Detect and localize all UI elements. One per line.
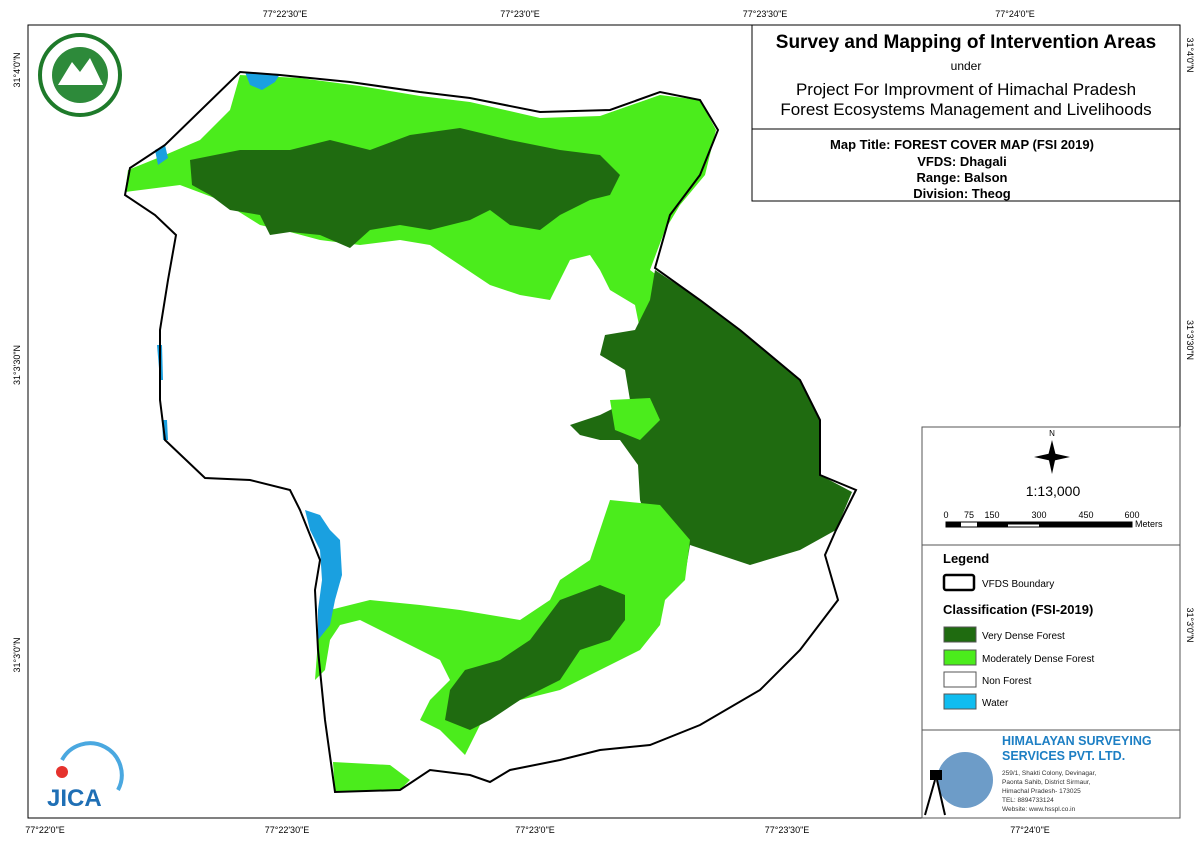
very-dense-forest xyxy=(570,270,852,575)
left-tick: 31°3'30"N xyxy=(12,345,22,385)
company-globe xyxy=(937,752,993,808)
under: under xyxy=(951,59,982,73)
legend-label: VFDS Boundary xyxy=(982,579,1054,590)
right-tick: 31°4'0"N xyxy=(1185,37,1195,72)
scale-segment xyxy=(977,522,1008,527)
bottom-tick: 77°23'0"E xyxy=(515,825,555,835)
legend-swatch xyxy=(943,671,977,688)
logo-mountains xyxy=(58,58,103,85)
legend-label: Non Forest xyxy=(982,676,1032,687)
right-tick: 31°3'0"N xyxy=(1185,607,1195,642)
map-frame xyxy=(27,24,1181,819)
info-box xyxy=(751,128,1181,202)
scale-label: 0 xyxy=(943,510,948,520)
company-address: Himachal Pradesh- 173025 xyxy=(1002,788,1081,795)
left-tick: 31°3'0"N xyxy=(12,637,22,672)
scale-label: 300 xyxy=(1031,510,1046,520)
very-dense-forest xyxy=(190,128,620,248)
forest-cover xyxy=(125,75,852,792)
instrument xyxy=(930,770,942,780)
bottom-tick: 77°23'30"E xyxy=(765,825,810,835)
scale-segment xyxy=(1008,522,1039,525)
moderately-dense-forest xyxy=(333,762,410,792)
right-tick: 31°3'30"N xyxy=(1185,320,1195,360)
project-line: Forest Ecosystems Management and Livelih… xyxy=(780,100,1151,119)
coordinate-ticks: 77°22'30"E 77°23'0"E 77°23'30"E 77°24'0"… xyxy=(12,9,1195,835)
tripod-leg xyxy=(924,779,936,816)
project-line: Project For Improvment of Himachal Prade… xyxy=(796,80,1136,99)
top-tick: 77°24'0"E xyxy=(995,9,1035,19)
tripod-leg xyxy=(936,779,946,816)
range: Range: Balson xyxy=(916,170,1007,185)
vfds: VFDS: Dhagali xyxy=(917,154,1007,169)
scale-unit: Meters xyxy=(1135,519,1163,529)
legend-label: Moderately Dense Forest xyxy=(982,654,1094,665)
legend-swatch xyxy=(943,626,977,643)
scale-bar xyxy=(945,521,1133,528)
company-address: 259/1, Shakti Colony, Devinagar, xyxy=(1002,770,1096,777)
top-tick: 77°23'0"E xyxy=(500,9,540,19)
water-body xyxy=(305,510,342,640)
scale-segment xyxy=(1039,522,1132,527)
jica-logo: JICA xyxy=(47,785,102,812)
company-address: Website: www.hsspl.co.in xyxy=(1002,806,1076,813)
bottom-tick: 77°22'0"E xyxy=(25,825,65,835)
very-dense-forest xyxy=(445,585,625,730)
company-name: HIMALAYAN SURVEYING xyxy=(1002,734,1152,748)
title: Survey and Mapping of Intervention Areas xyxy=(776,32,1156,53)
scale-label: 600 xyxy=(1124,510,1139,520)
classification-title: Classification (FSI-2019) xyxy=(943,602,1093,617)
legend-swatch xyxy=(943,649,977,666)
legend-swatch xyxy=(942,573,976,592)
north-arrow xyxy=(1034,453,1070,461)
company-address: Paonta Sahib, District Sirmaur, xyxy=(1002,779,1091,786)
north-label: N xyxy=(1049,429,1055,438)
bottom-tick: 77°24'0"E xyxy=(1010,825,1050,835)
moderately-dense-forest xyxy=(315,500,690,755)
jica-dot xyxy=(56,766,68,778)
top-tick: 77°23'30"E xyxy=(743,9,788,19)
division: Division: Theog xyxy=(913,186,1011,201)
jica-arc xyxy=(60,741,124,791)
company-name: SERVICES PVT. LTD. xyxy=(1002,749,1125,763)
map-title: Map Title: FOREST COVER MAP (FSI 2019) xyxy=(830,137,1094,152)
scale-segment xyxy=(946,522,961,527)
scale-label: 450 xyxy=(1078,510,1093,520)
legend-label: Water xyxy=(982,698,1009,709)
left-tick: 31°4'0"N xyxy=(12,52,22,87)
vfds-boundary xyxy=(123,70,858,794)
scale-label: 75 xyxy=(964,510,974,520)
legend-title: Legend xyxy=(943,551,989,566)
forest-logo xyxy=(38,33,122,117)
scale-ratio: 1:13,000 xyxy=(1026,483,1081,499)
legend-swatch xyxy=(943,693,977,710)
top-tick: 77°22'30"E xyxy=(263,9,308,19)
company-address: TEL: 8894733124 xyxy=(1002,797,1054,804)
scale-label: 150 xyxy=(984,510,999,520)
bottom-tick: 77°22'30"E xyxy=(265,825,310,835)
legend-label: Very Dense Forest xyxy=(982,631,1065,642)
moderately-dense-forest xyxy=(610,398,660,440)
water-body xyxy=(245,72,280,90)
